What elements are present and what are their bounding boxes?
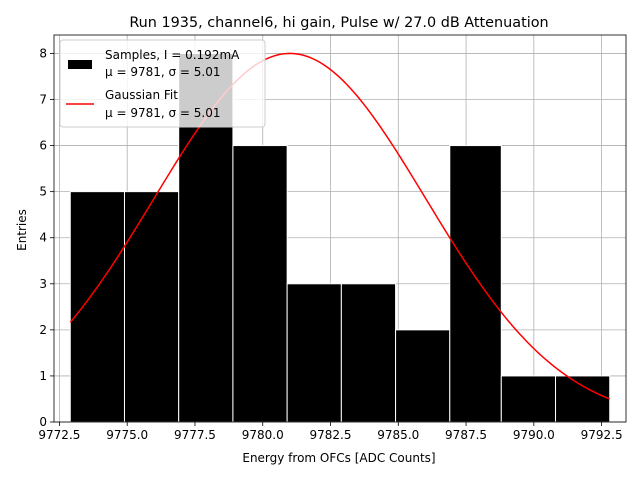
x-tick-label: 9775.0 (106, 428, 148, 442)
legend-stats-samples: μ = 9781, σ = 5.01 (105, 65, 221, 79)
chart-title: Run 1935, channel6, hi gain, Pulse w/ 27… (129, 15, 548, 31)
histogram-bar (69, 191, 125, 423)
x-tick-label: 9785.0 (377, 428, 419, 442)
x-tick-label: 9792.5 (581, 428, 623, 442)
x-tick-label: 9790.0 (513, 428, 555, 442)
histogram-bar (340, 283, 397, 423)
histogram-bar (123, 191, 180, 423)
legend: Samples, I = 0.192mA μ = 9781, σ = 5.01 … (59, 39, 266, 128)
gaussian-fit (69, 52, 611, 400)
y-tick-label: 3 (39, 277, 47, 291)
y-tick-label: 8 (39, 46, 47, 60)
y-tick-label: 6 (39, 139, 47, 153)
x-tick-label: 9777.5 (174, 428, 216, 442)
histogram-bar (500, 375, 557, 423)
y-axis-ticks: 0 1 2 3 4 5 6 7 8 (39, 46, 54, 429)
histogram-bars (69, 52, 611, 423)
legend-swatch-samples (68, 60, 92, 69)
legend-label-samples: Samples, I = 0.192mA (105, 48, 240, 62)
x-tick-label: 9782.5 (310, 428, 352, 442)
x-tick-label: 9780.0 (242, 428, 284, 442)
x-tick-label: 9772.5 (38, 428, 80, 442)
x-axis-ticks: 9772.5 9775.0 9777.5 9780.0 9782.5 9785.0 9787… (38, 422, 623, 442)
histogram-bar (555, 375, 611, 423)
y-tick-label: 4 (39, 231, 47, 245)
x-axis-label: Energy from OFCs [ADC Counts] (242, 451, 435, 465)
y-tick-label: 7 (39, 93, 47, 107)
y-tick-label: 1 (39, 369, 47, 383)
y-axis-label: Entries (15, 209, 29, 251)
legend-label-fit: Gaussian Fit (105, 88, 178, 102)
plot-frame (53, 34, 627, 423)
x-tick-label: 9787.5 (445, 428, 487, 442)
y-tick-label: 5 (39, 185, 47, 199)
histogram-bar (232, 145, 288, 423)
y-tick-label: 2 (39, 323, 47, 337)
histogram-bar (286, 283, 342, 423)
legend-stats-fit: μ = 9781, σ = 5.01 (105, 106, 221, 120)
histogram-bar (449, 145, 502, 423)
histogram-bar (395, 329, 451, 423)
gaussian-fit-line (69, 52, 611, 400)
y-tick-label: 0 (39, 415, 47, 429)
legend-box (59, 39, 266, 128)
